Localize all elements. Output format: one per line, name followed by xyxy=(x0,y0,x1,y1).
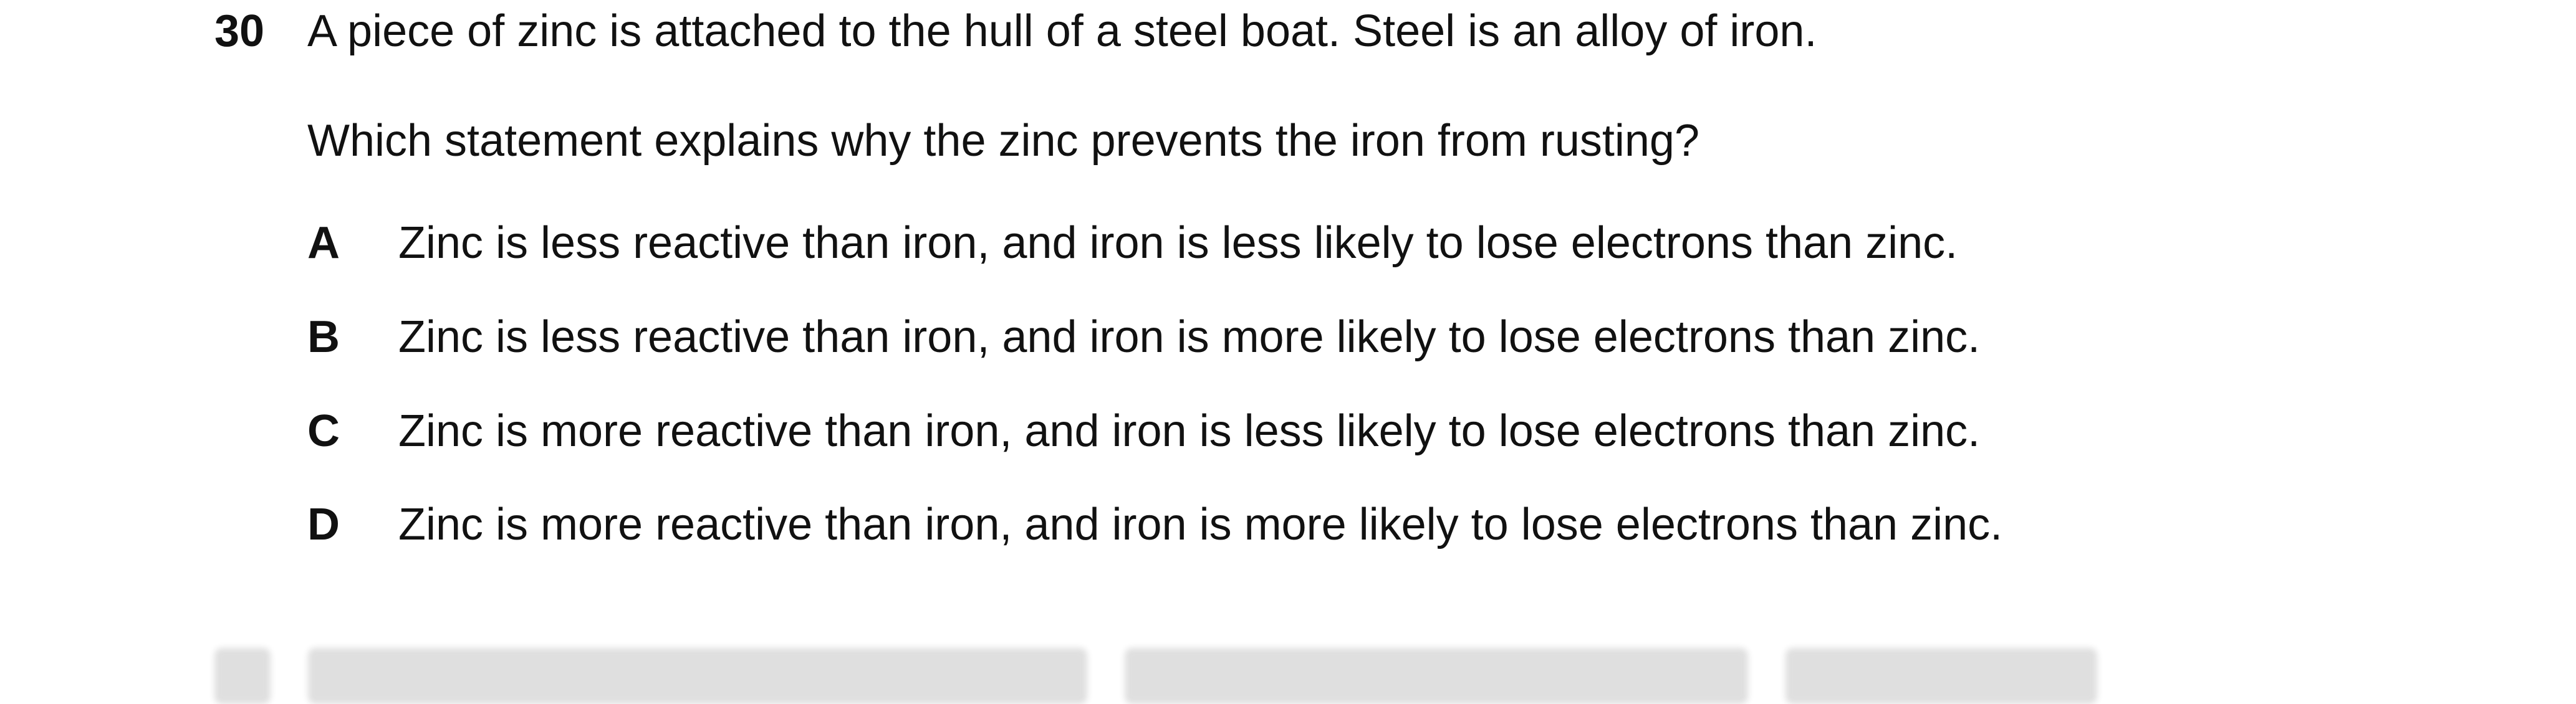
option-a: A Zinc is less reactive than iron, and i… xyxy=(307,212,1958,274)
cropped-text-fragment xyxy=(214,648,271,704)
question-stem-line-2: Which statement explains why the zinc pr… xyxy=(307,116,1700,166)
option-letter: C xyxy=(307,406,340,456)
cropped-text-fragment xyxy=(308,648,1087,704)
option-letter: D xyxy=(307,500,340,549)
option-letter: B xyxy=(307,312,340,362)
option-c: C Zinc is more reactive than iron, and i… xyxy=(307,400,1980,462)
question-stem-line-1: A piece of zinc is attached to the hull … xyxy=(307,6,1817,56)
option-text: Zinc is more reactive than iron, and iro… xyxy=(398,500,2003,549)
option-d: D Zinc is more reactive than iron, and i… xyxy=(307,493,2002,556)
cropped-next-line xyxy=(214,648,2209,704)
option-text: Zinc is more reactive than iron, and iro… xyxy=(398,406,1981,456)
option-text: Zinc is less reactive than iron, and iro… xyxy=(398,312,1981,362)
option-b: B Zinc is less reactive than iron, and i… xyxy=(307,306,1980,368)
option-letter: A xyxy=(307,218,340,268)
question-number: 30 xyxy=(214,6,265,56)
option-text: Zinc is less reactive than iron, and iro… xyxy=(398,218,1958,268)
cropped-text-fragment xyxy=(1785,648,2097,704)
cropped-text-fragment xyxy=(1125,648,1748,704)
